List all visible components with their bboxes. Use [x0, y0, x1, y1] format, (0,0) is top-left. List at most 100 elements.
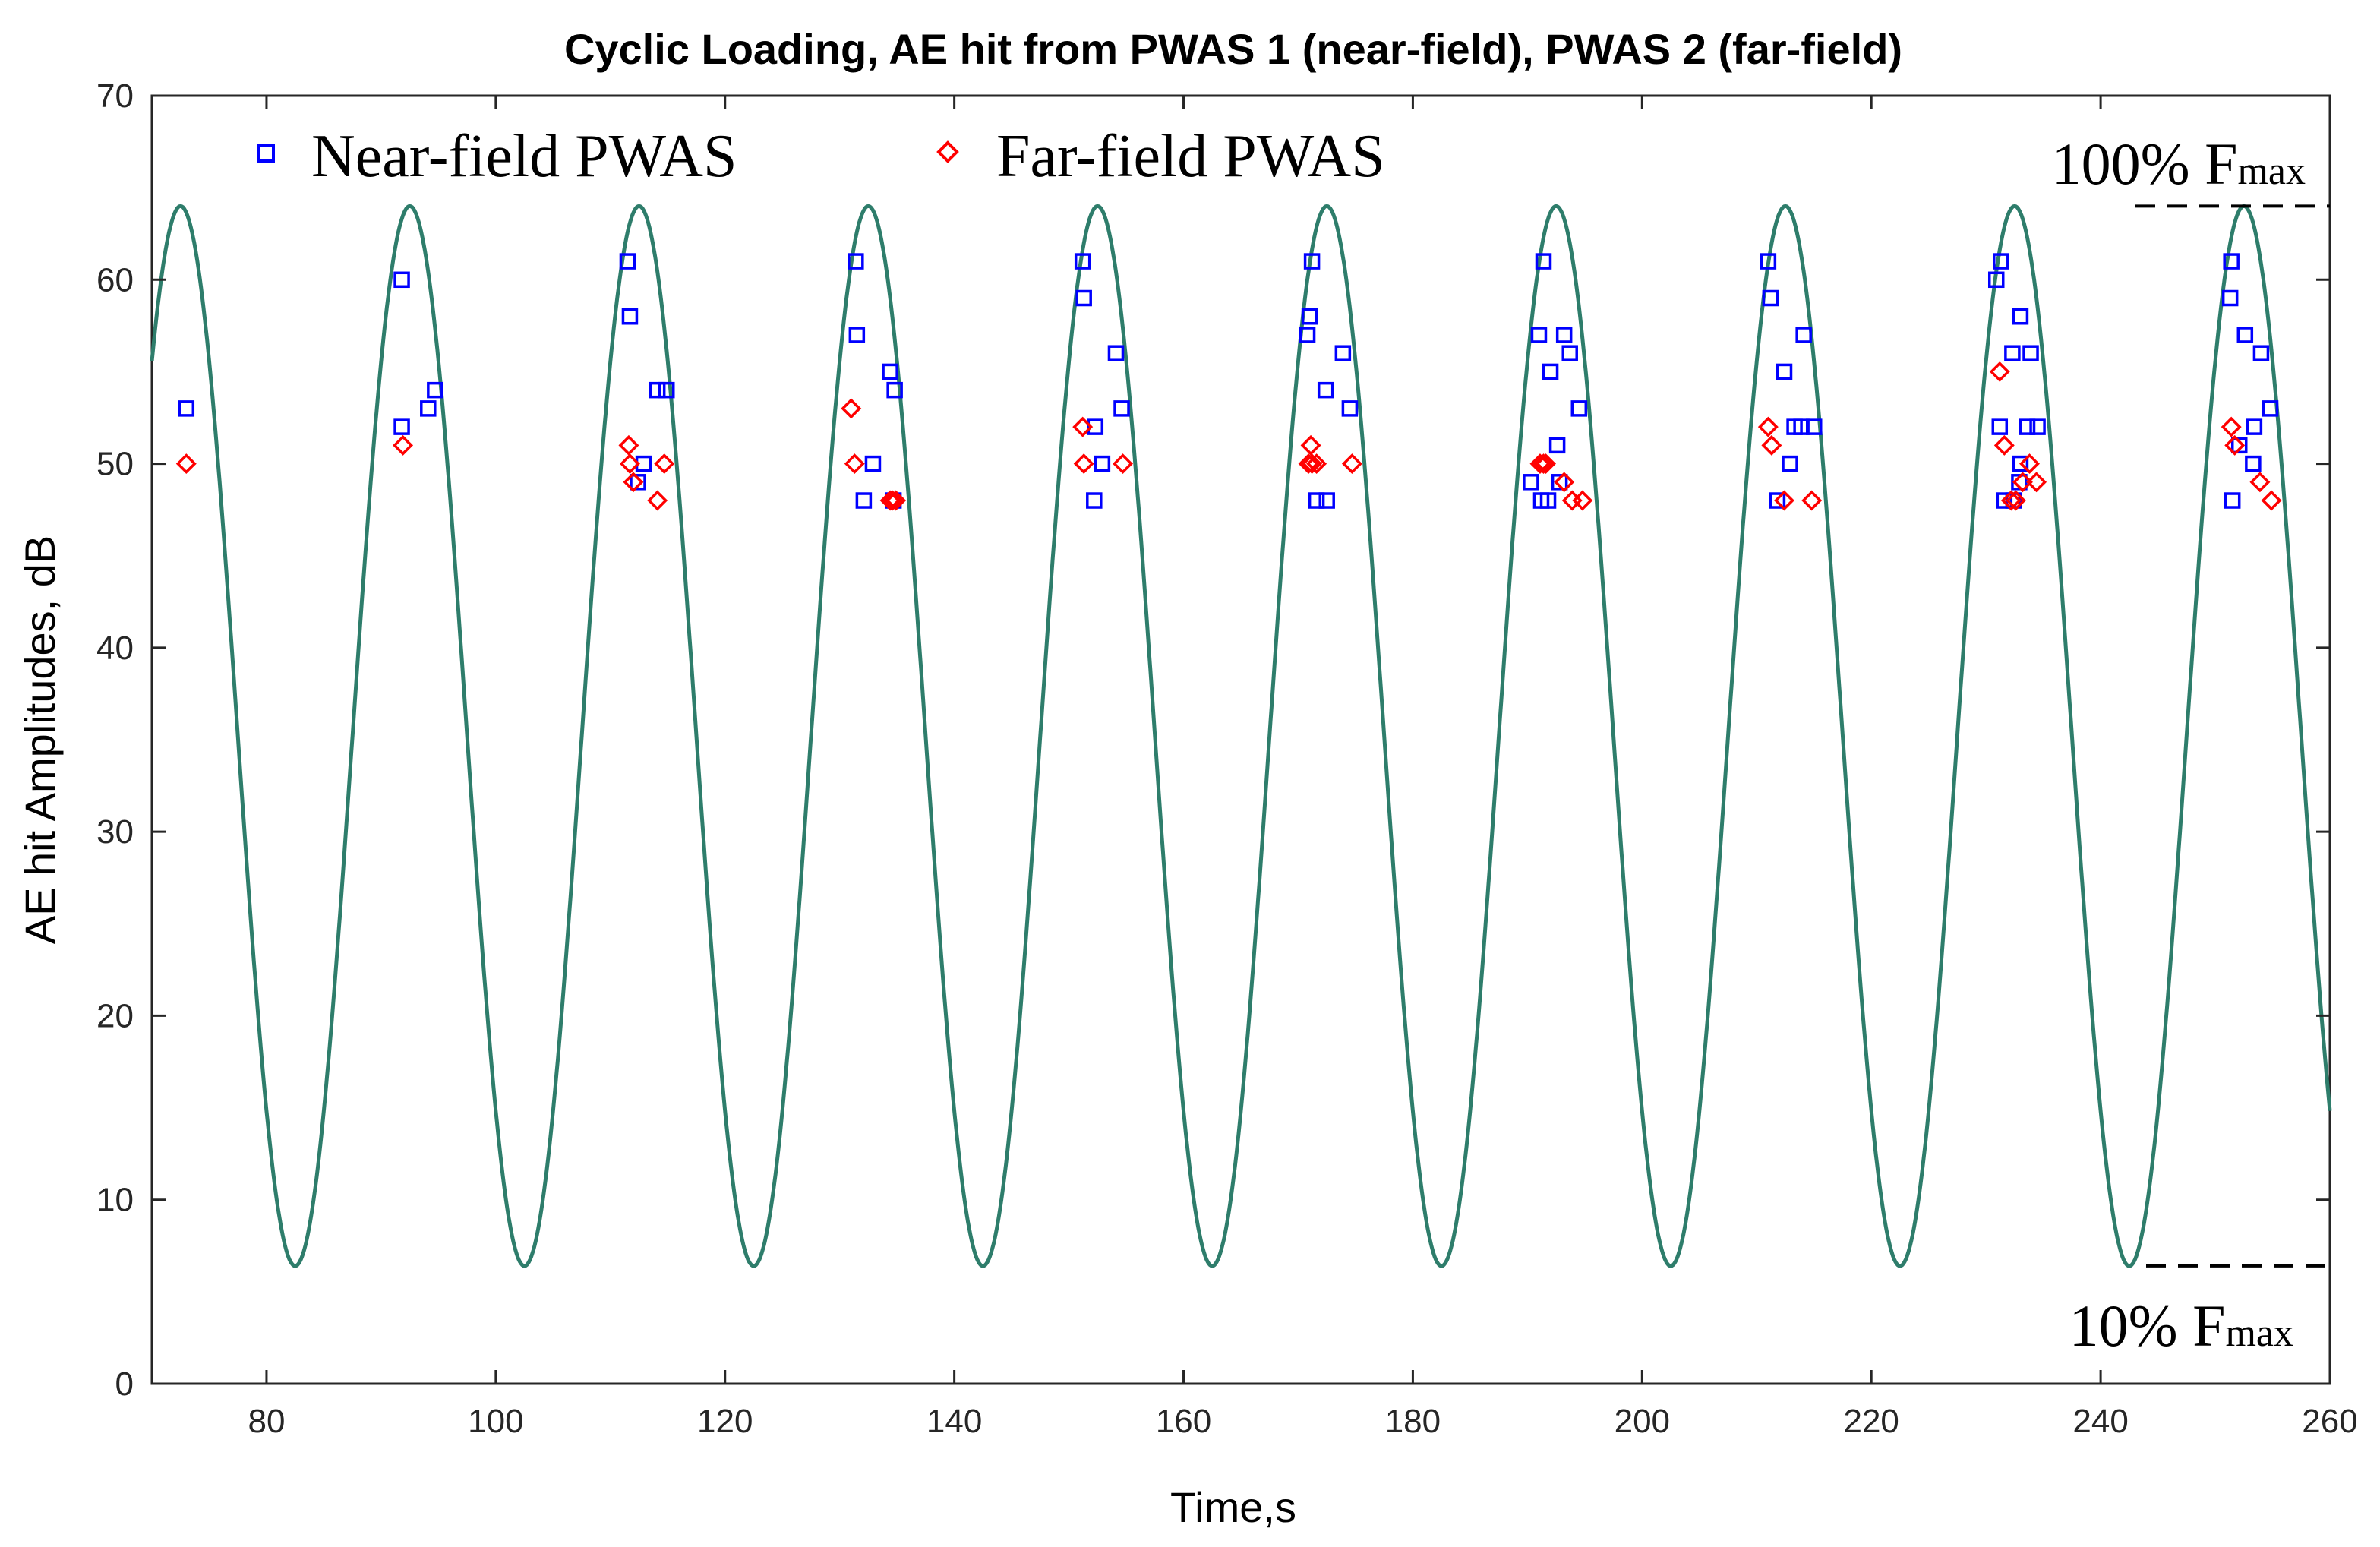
x-tick-label: 140: [926, 1403, 982, 1440]
near-field-point: [1795, 327, 1812, 343]
far-field-point: [1993, 434, 2015, 456]
near-field-point: [1299, 327, 1316, 343]
annotation-10-fmax: 10% Fmax: [2069, 1293, 2293, 1359]
near-field-point: [1107, 345, 1125, 361]
near-field-point: [1113, 400, 1130, 417]
x-tick-label: 240: [2072, 1403, 2128, 1440]
near-field-point: [1530, 327, 1548, 343]
near-field-series: [178, 253, 2279, 509]
plot-area: [150, 94, 2331, 1385]
far-field-point: [1113, 453, 1133, 475]
far-field-point: [1533, 453, 1554, 475]
near-field-point: [1762, 289, 1779, 307]
annotation-100-sub: max: [2237, 150, 2306, 193]
far-field-point: [619, 453, 640, 475]
near-field-point: [2221, 289, 2239, 307]
near-field-point: [1523, 474, 1539, 491]
far-field-point: [2019, 453, 2040, 475]
near-field-point: [1318, 492, 1335, 509]
x-tick-label: 160: [1156, 1403, 1211, 1440]
far-field-point: [2026, 472, 2047, 493]
far-field-point: [2000, 490, 2022, 511]
near-field-point: [1760, 253, 1777, 270]
near-field-point: [2252, 345, 2270, 361]
y-tick-label: 30: [96, 813, 134, 851]
annotation-100-main: 100% F: [2052, 131, 2238, 197]
chart-title: Cyclic Loading, AE hit from PWAS 1 (near…: [564, 25, 1902, 73]
far-field-point: [618, 434, 639, 456]
near-field-point: [1094, 455, 1111, 472]
near-field-point: [1776, 363, 1793, 380]
x-tick-label: 100: [468, 1403, 523, 1440]
annotation-100-fmax: 100% Fmax: [2052, 131, 2306, 197]
near-field-point: [178, 400, 195, 417]
near-field-point: [855, 492, 873, 509]
axes-ticks: 80 100 120 140 160 180 200 220 240 260 0 10 20 30 40 50…: [96, 77, 2358, 1440]
near-field-point: [2236, 327, 2254, 343]
y-tick-label: 70: [96, 77, 134, 115]
far-field-point: [1801, 490, 1823, 511]
y-tick-label: 0: [115, 1365, 134, 1403]
far-field-point: [1302, 453, 1323, 475]
far-field-point: [647, 490, 668, 511]
far-field-point: [393, 434, 414, 456]
annotation-10-sub: max: [2225, 1312, 2293, 1355]
x-tick-label: 200: [1615, 1403, 1670, 1440]
near-field-point: [1551, 474, 1568, 491]
near-field-point: [1561, 345, 1578, 361]
near-field-point: [1087, 418, 1104, 435]
near-field-point: [420, 400, 437, 417]
near-field-point: [2029, 418, 2046, 435]
near-field-point: [2004, 345, 2021, 361]
near-field-point: [393, 271, 410, 289]
near-field-point: [2012, 308, 2029, 325]
near-field-point: [393, 418, 410, 435]
far-field-point: [879, 490, 901, 511]
far-field-point: [1989, 361, 2010, 382]
far-field-point: [654, 453, 675, 475]
y-tick-label: 10: [96, 1182, 134, 1219]
near-field-point: [2019, 418, 2036, 435]
near-field-point: [1548, 437, 1566, 454]
near-field-point: [848, 253, 864, 270]
x-tick-label: 80: [248, 1403, 285, 1440]
near-field-point: [1996, 492, 2013, 509]
far-field-point: [841, 398, 862, 419]
near-field-point: [2231, 437, 2248, 454]
far-field-point: [885, 490, 907, 511]
near-field-point: [1535, 253, 1552, 270]
near-field-point: [630, 474, 646, 491]
near-field-point: [2022, 345, 2039, 361]
far-field-point: [1536, 453, 1556, 475]
x-tick-label: 180: [1385, 1403, 1441, 1440]
legend-far-label: Far-field PWAS: [996, 123, 1385, 190]
far-field-point: [1073, 453, 1094, 475]
near-field-point: [1987, 271, 2005, 289]
far-field-series: [175, 361, 2282, 511]
far-field-point: [844, 453, 865, 475]
far-field-point: [1298, 453, 1319, 475]
near-field-point: [649, 381, 666, 399]
near-field-point: [2246, 418, 2263, 435]
x-tick-label: 220: [1843, 1403, 1899, 1440]
legend-near-label: Near-field PWAS: [311, 123, 737, 190]
y-tick-label: 50: [96, 446, 134, 483]
y-tick-label: 40: [96, 630, 134, 667]
near-field-point: [2223, 253, 2240, 270]
far-field-point: [882, 490, 903, 511]
near-field-point: [1075, 289, 1092, 307]
far-field-point: [623, 472, 644, 493]
near-field-point: [1769, 492, 1786, 509]
near-field-point: [2011, 474, 2028, 491]
near-field-point: [658, 381, 675, 399]
far-field-point: [1554, 472, 1575, 493]
far-field-point: [1072, 416, 1094, 437]
load-curve-layer: [150, 204, 2332, 1268]
y-tick-label: 60: [96, 261, 134, 298]
near-field-point: [1074, 253, 1091, 270]
y-tick-label: 20: [96, 997, 134, 1034]
near-field-point: [1301, 308, 1318, 325]
far-field-point: [1306, 453, 1327, 475]
far-field-point: [175, 453, 197, 475]
near-field-point: [1086, 492, 1103, 509]
